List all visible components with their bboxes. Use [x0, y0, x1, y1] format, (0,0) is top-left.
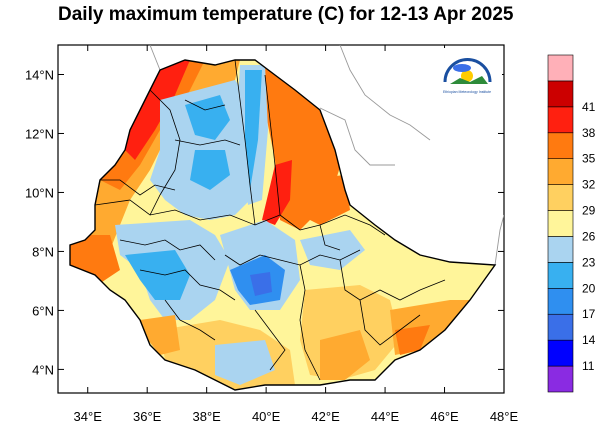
colorbar-swatch: [547, 158, 574, 185]
colorbar-label: 41: [582, 100, 596, 114]
colorbar-swatch: [547, 236, 574, 263]
y-tick-label: 12°N: [25, 126, 54, 141]
colorbar-label: 14: [582, 333, 596, 347]
colorbar-swatch: [547, 106, 574, 134]
colorbar-swatch: [547, 339, 574, 367]
logo-arc: [443, 58, 492, 83]
colorbar-swatch: [547, 54, 574, 82]
colorbar-swatch: [547, 313, 574, 341]
map-title: Daily maximum temperature (C) for 12-13 …: [58, 4, 514, 25]
colorbar-label: 23: [582, 255, 596, 269]
y-tick-label: 6°N: [32, 303, 54, 318]
colorbar-swatch: [547, 288, 574, 315]
x-tick-label: 36°E: [133, 409, 162, 424]
colorbar-label: 35: [582, 152, 596, 166]
colorbar-swatch: [547, 80, 574, 108]
colorbar-swatch: [547, 210, 574, 237]
colorbar-label: 20: [582, 281, 596, 295]
x-tick-label: 40°E: [252, 409, 281, 424]
colorbar-swatch: [547, 132, 574, 159]
logo-caption: Ethiopian Meteorology Institute: [443, 90, 491, 94]
colorbar-swatch: [547, 365, 574, 393]
colorbar-label: 17: [582, 307, 596, 321]
y-tick-label: 4°N: [32, 362, 54, 377]
logo-landscape: [450, 76, 488, 84]
x-tick-label: 38°E: [192, 409, 221, 424]
logo-cloud: [453, 64, 471, 72]
ethiopian-meteorology-institute-logo: Ethiopian Meteorology Institute: [432, 48, 502, 98]
logo-sun: [461, 70, 473, 82]
colorbar-label: 26: [582, 229, 596, 243]
colorbar-swatch: [547, 184, 574, 211]
neighbour-borders: [149, 45, 504, 266]
admin-boundaries: [94, 60, 446, 381]
x-tick-label: 48°E: [490, 409, 519, 424]
colorbar: 11 14 17 20 23 26 29 32 35 38 41: [547, 54, 596, 393]
x-tick-label: 34°E: [74, 409, 103, 424]
colorbar-label: 38: [582, 126, 596, 140]
y-tick-label: 10°N: [25, 185, 54, 200]
x-axis: 34°E 36°E 38°E 40°E 42°E 44°E 46°E 48°E: [74, 45, 519, 424]
colorbar-label: 11: [582, 359, 595, 373]
x-tick-label: 44°E: [371, 409, 400, 424]
colorbar-label: 29: [582, 204, 596, 218]
colorbar-label: 32: [582, 178, 596, 192]
y-tick-label: 8°N: [32, 244, 54, 259]
x-tick-label: 42°E: [311, 409, 340, 424]
x-tick-label: 46°E: [430, 409, 459, 424]
y-tick-label: 14°N: [25, 67, 54, 82]
colorbar-swatch: [547, 262, 574, 289]
